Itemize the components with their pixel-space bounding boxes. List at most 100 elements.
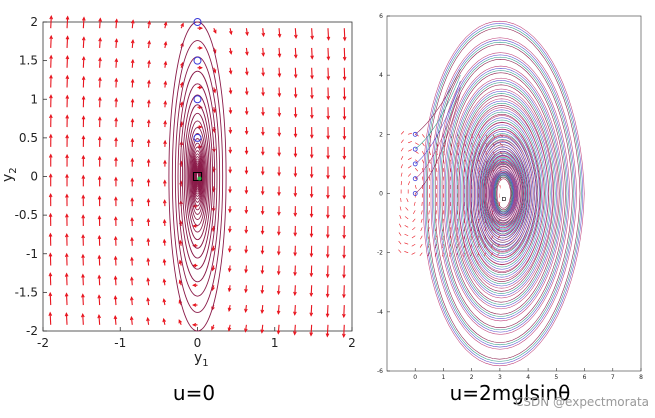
field-arrowhead: [114, 196, 118, 201]
field-arrowhead: [147, 20, 151, 25]
field-arrowhead: [245, 51, 249, 56]
trajectory: [484, 153, 523, 234]
field-arrowhead: [163, 139, 167, 145]
x-tick-label: 3: [498, 374, 502, 381]
field-arrowhead: [325, 313, 330, 318]
field-arrowhead: [114, 38, 119, 43]
y-tick-label: 2: [379, 131, 383, 138]
field-arrowhead: [129, 296, 134, 301]
field-arrowhead: [260, 250, 265, 255]
field-arrow: [404, 225, 409, 228]
field-arrowhead: [293, 192, 298, 198]
trajectory: [477, 139, 530, 248]
field-arrowhead: [277, 112, 282, 118]
trajectory: [479, 141, 529, 246]
field-arrowhead: [147, 40, 151, 45]
field-arrowhead: [212, 69, 217, 74]
field-arrowhead: [277, 231, 281, 236]
trajectory: [494, 174, 514, 213]
field-arrowhead: [228, 90, 233, 95]
field-arrowhead: [228, 228, 232, 233]
trajectory: [490, 168, 517, 219]
field-arrow: [311, 47, 313, 59]
field-arrowhead: [309, 312, 314, 317]
field-arrowhead: [146, 277, 150, 282]
left-initial-points: [193, 18, 202, 181]
field-arrowhead: [81, 36, 86, 41]
field-arrowhead: [98, 96, 102, 101]
field-arrowhead: [245, 71, 249, 76]
field-arrowhead: [130, 197, 134, 202]
field-arrowhead: [64, 312, 69, 317]
field-arrowhead: [309, 134, 314, 139]
field-arrowhead: [81, 273, 85, 278]
field-arrowhead: [49, 74, 53, 79]
trajectory-arm: [415, 92, 461, 194]
field-arrowhead: [48, 173, 53, 178]
trajectory: [185, 112, 210, 241]
field-arrowhead: [49, 54, 53, 59]
trajectory: [484, 151, 524, 236]
field-arrowhead: [228, 30, 233, 36]
trajectory: [481, 146, 527, 241]
field-arrow: [278, 47, 281, 57]
field-arrow: [66, 16, 69, 29]
field-arrowhead: [48, 232, 53, 237]
trajectory: [457, 93, 551, 294]
field-arrowhead: [65, 173, 69, 178]
field-arrow: [422, 159, 425, 164]
field-arrow: [411, 235, 416, 239]
trajectory: [469, 122, 538, 265]
field-arrowhead: [293, 153, 298, 158]
field-arrowhead: [244, 150, 249, 155]
trajectory-arm: [415, 69, 461, 135]
field-arrowhead: [244, 170, 249, 175]
trajectory: [489, 164, 519, 223]
field-arrowhead: [98, 76, 102, 81]
trajectory: [177, 70, 218, 283]
trajectory: [467, 113, 541, 274]
trajectory: [196, 171, 199, 182]
field-arrowhead: [178, 259, 183, 264]
trajectory: [450, 80, 557, 307]
initial-point-marker: [193, 56, 202, 65]
field-arrowhead: [113, 255, 118, 260]
x-tick-label: -2: [37, 336, 49, 350]
field-arrow: [66, 36, 69, 48]
trajectory: [469, 119, 539, 268]
trajectory: [171, 40, 224, 313]
field-arrowhead: [130, 217, 134, 222]
trajectory: [443, 65, 564, 322]
field-arrowhead: [113, 275, 118, 280]
field-arrowhead: [228, 149, 233, 154]
field-arrowhead: [48, 133, 53, 138]
field-arrowhead: [97, 254, 102, 259]
field-arrow: [404, 251, 409, 253]
field-arrowhead: [65, 114, 70, 119]
trajectory: [190, 138, 205, 215]
field-arrowhead: [65, 134, 69, 139]
field-arrowhead: [325, 234, 330, 239]
field-arrowhead: [146, 119, 151, 124]
trajectory: [496, 178, 511, 209]
initial-point-marker: [412, 176, 418, 182]
field-arrowhead: [342, 294, 346, 299]
x-tick-label: 0: [194, 336, 202, 350]
field-arrowhead: [244, 308, 248, 313]
field-arrow: [420, 218, 423, 223]
left-y-axis-label: y2: [0, 167, 19, 182]
field-arrowhead: [325, 273, 330, 279]
field-arrow: [415, 142, 419, 146]
field-arrowhead: [97, 116, 102, 121]
watermark: CSDN @expectmorata: [515, 395, 649, 409]
field-arrowhead: [293, 232, 298, 237]
trajectory: [487, 161, 520, 226]
field-arrowhead: [293, 173, 298, 178]
field-arrow: [470, 252, 472, 257]
field-arrowhead: [228, 169, 233, 174]
trajectory: [475, 134, 533, 253]
field-arrowhead: [309, 213, 314, 218]
field-arrowhead: [228, 208, 232, 214]
field-arrowhead: [81, 233, 85, 239]
field-arrowhead: [276, 290, 281, 296]
